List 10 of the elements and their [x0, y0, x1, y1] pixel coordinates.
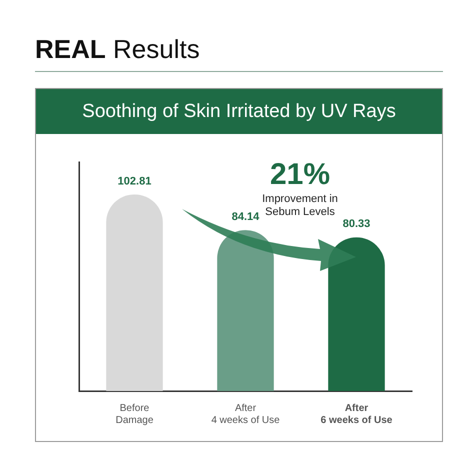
chart-title: REAL Results	[35, 34, 200, 65]
data-label: 102.81	[118, 175, 152, 188]
data-label: 80.33	[342, 218, 370, 230]
data-label: 84.14	[232, 210, 260, 223]
x-tick-label: Before Damage	[116, 402, 154, 426]
text: 21%	[268, 158, 332, 192]
chart-subtitle: Soothing of Skin Irritated by UV Rays	[36, 89, 442, 134]
annotation: Improvement in Sebum Levels	[262, 193, 338, 218]
x-tick-label: After 4 weeks of Use	[211, 402, 280, 426]
x-tick-label: After 6 weeks of Use	[320, 402, 393, 426]
